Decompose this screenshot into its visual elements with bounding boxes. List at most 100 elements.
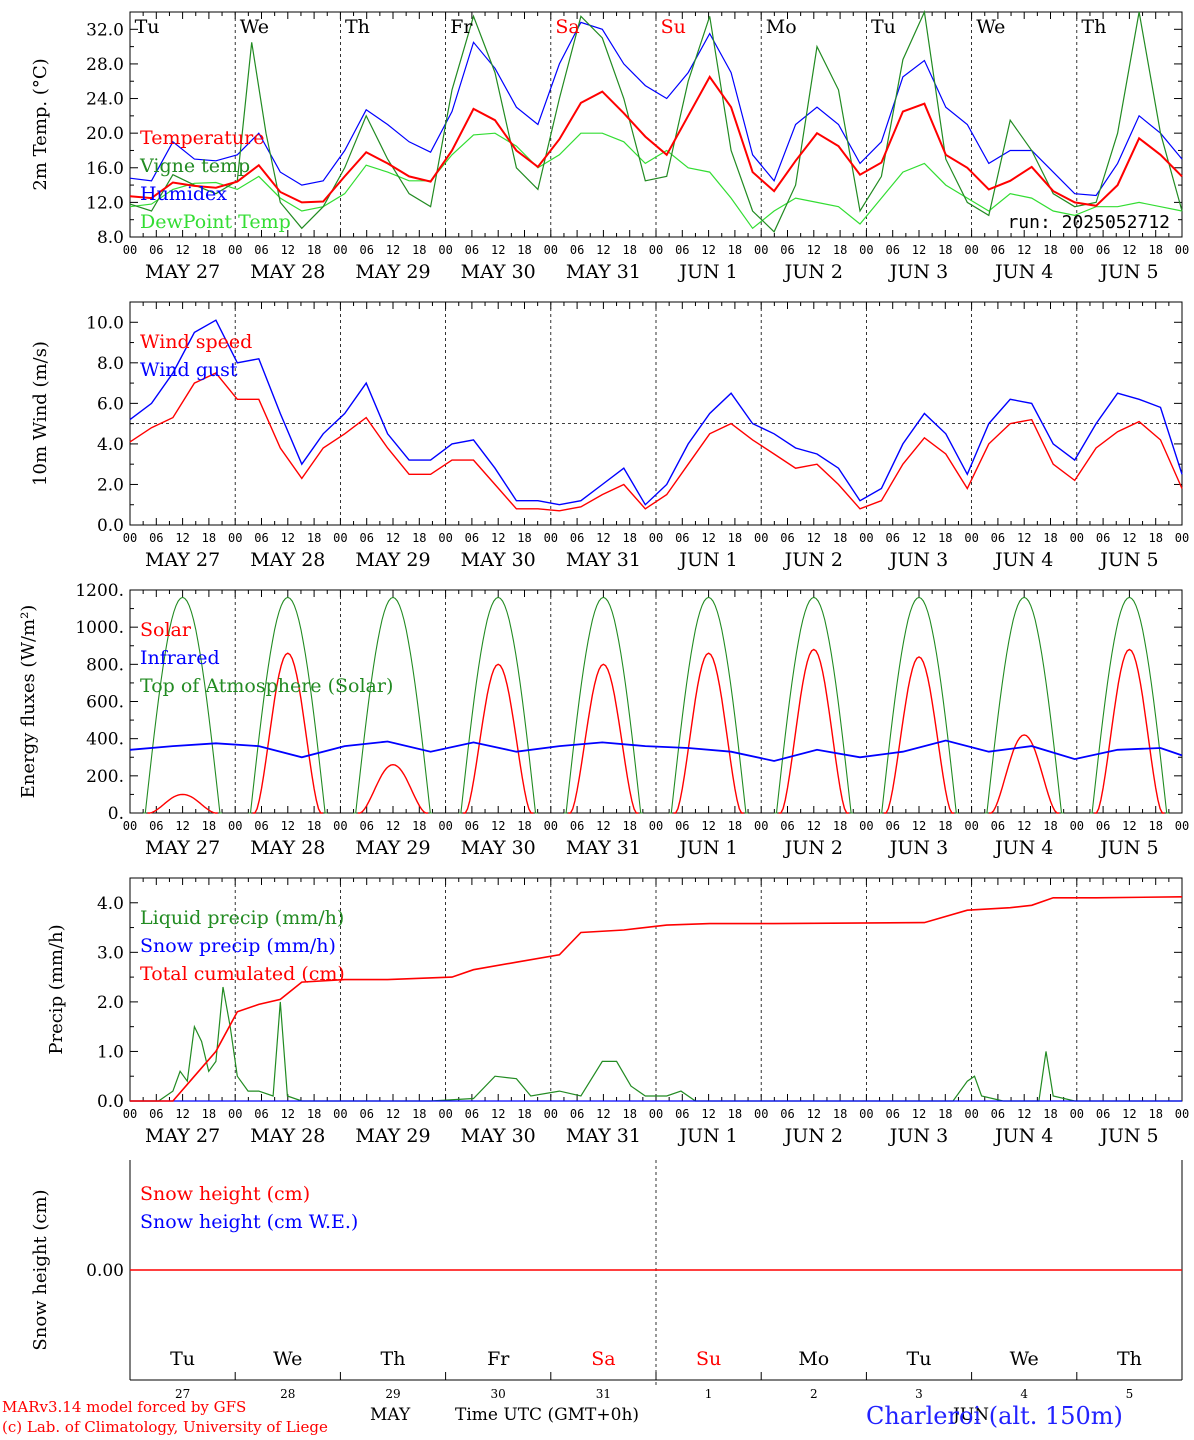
hour-tick-label: 12: [175, 243, 189, 257]
hour-tick-label: 18: [1043, 243, 1057, 257]
hour-tick-label: 00: [333, 1107, 347, 1121]
date-label: MAY 27: [145, 549, 220, 571]
hour-tick-label: 12: [491, 1107, 505, 1121]
hour-tick-label: 18: [412, 243, 426, 257]
series-line-top-of-atmosphere: [353, 596, 433, 814]
hour-tick-label: 12: [281, 243, 295, 257]
y-tick-label: 12.0: [86, 193, 124, 213]
series-line-top-of-atmosphere: [879, 596, 959, 814]
day-number-label: 5: [1126, 1387, 1134, 1401]
legend-entry: Wind speed: [140, 331, 252, 353]
hour-tick-label: 06: [359, 531, 373, 545]
hour-tick-label: 18: [622, 243, 636, 257]
hour-tick-label: 18: [517, 243, 531, 257]
hour-tick-label: 12: [701, 819, 715, 833]
hour-tick-label: 00: [333, 819, 347, 833]
series-line-humidex: [129, 21, 1183, 197]
legend-entry: Temperature: [140, 127, 264, 149]
hour-tick-label: 00: [964, 243, 978, 257]
date-label: JUN 5: [1098, 261, 1158, 283]
hour-tick-label: 00: [544, 1107, 558, 1121]
y-tick-label: 200.: [86, 767, 124, 787]
hour-tick-label: 12: [491, 531, 505, 545]
hour-tick-label: 06: [465, 531, 479, 545]
day-number-label: 4: [1020, 1387, 1028, 1401]
weekday-label: Tu: [907, 1348, 932, 1370]
hour-tick-label: 12: [1122, 1107, 1136, 1121]
hour-tick-label: 12: [1122, 531, 1136, 545]
y-tick-label: 3.0: [97, 943, 124, 963]
weekday-label: Su: [696, 1348, 721, 1370]
y-tick-label: 32.0: [86, 20, 124, 40]
hour-tick-label: 00: [1070, 819, 1084, 833]
date-label: JUN 4: [993, 837, 1053, 859]
hour-tick-label: 06: [254, 819, 268, 833]
hour-tick-label: 12: [807, 531, 821, 545]
y-tick-label: 8.0: [97, 354, 124, 374]
hour-tick-label: 18: [1148, 531, 1162, 545]
hour-tick-label: 00: [123, 243, 137, 257]
hour-tick-label: 06: [991, 243, 1005, 257]
date-label: MAY 28: [250, 837, 325, 859]
hour-tick-label: 18: [517, 531, 531, 545]
hour-tick-label: 12: [1122, 243, 1136, 257]
hour-tick-label: 12: [596, 243, 610, 257]
hour-tick-label: 18: [412, 1107, 426, 1121]
date-label: MAY 31: [566, 549, 641, 571]
y-tick-label: 10.0: [86, 313, 124, 333]
series-line-dewpoint-temp: [129, 132, 1183, 230]
legend-entry: Wind gust: [140, 359, 238, 381]
hour-tick-label: 12: [701, 243, 715, 257]
hour-tick-label: 00: [859, 819, 873, 833]
hour-tick-label: 00: [1175, 1107, 1189, 1121]
hour-tick-label: 00: [544, 819, 558, 833]
hour-tick-label: 00: [649, 531, 663, 545]
hour-tick-label: 06: [359, 1107, 373, 1121]
legend-entry: Solar: [140, 619, 192, 641]
series-line-top-of-atmosphere: [774, 596, 854, 814]
day-number-label: 1: [705, 1387, 713, 1401]
y-tick-label: 4.0: [97, 894, 124, 914]
run-annotation: run: 2025052712: [1007, 212, 1170, 233]
hour-tick-label: 12: [912, 819, 926, 833]
hour-tick-label: 00: [438, 819, 452, 833]
series-line-top-of-atmosphere: [248, 596, 328, 814]
series-line-top-of-atmosphere: [1089, 596, 1169, 814]
hour-tick-label: 18: [833, 1107, 847, 1121]
y-tick-label: 800.: [86, 655, 124, 675]
date-label: MAY 28: [250, 261, 325, 283]
weekday-label: Fr: [487, 1348, 510, 1370]
date-label: MAY 29: [355, 1125, 430, 1147]
hour-tick-label: 18: [938, 531, 952, 545]
hour-tick-label: 18: [728, 819, 742, 833]
hour-tick-label: 00: [649, 819, 663, 833]
series-line-top-of-atmosphere: [564, 596, 643, 814]
y-tick-label: 2.0: [97, 993, 124, 1013]
date-label: MAY 30: [461, 549, 536, 571]
hour-tick-label: 12: [807, 1107, 821, 1121]
hour-tick-label: 06: [675, 243, 689, 257]
hour-tick-label: 00: [754, 819, 768, 833]
date-label: MAY 29: [355, 837, 430, 859]
day-number-label: 29: [385, 1387, 400, 1401]
date-label: MAY 27: [145, 261, 220, 283]
hour-tick-label: 06: [570, 1107, 584, 1121]
hour-tick-label: 18: [517, 819, 531, 833]
day-number-label: 31: [596, 1387, 611, 1401]
hour-tick-label: 18: [622, 819, 636, 833]
hour-tick-label: 00: [964, 819, 978, 833]
hour-tick-label: 12: [1122, 819, 1136, 833]
weekday-label: Fr: [450, 16, 473, 38]
legend-entry: Vigne temp: [139, 155, 250, 177]
weekday-label: Tu: [871, 16, 896, 38]
hour-tick-label: 12: [1017, 819, 1031, 833]
y-tick-label: 600.: [86, 693, 124, 713]
y-tick-label: 400.: [86, 730, 124, 750]
series-line-solar: [673, 652, 744, 814]
y-tick-label: 8.0: [97, 228, 124, 248]
series-line-vigne-temp: [129, 9, 1183, 233]
series-line-wind-speed: [129, 372, 1183, 512]
y-tick-label: 0.00: [86, 1261, 124, 1281]
hour-tick-label: 00: [1070, 531, 1084, 545]
date-label: JUN 3: [888, 261, 948, 283]
